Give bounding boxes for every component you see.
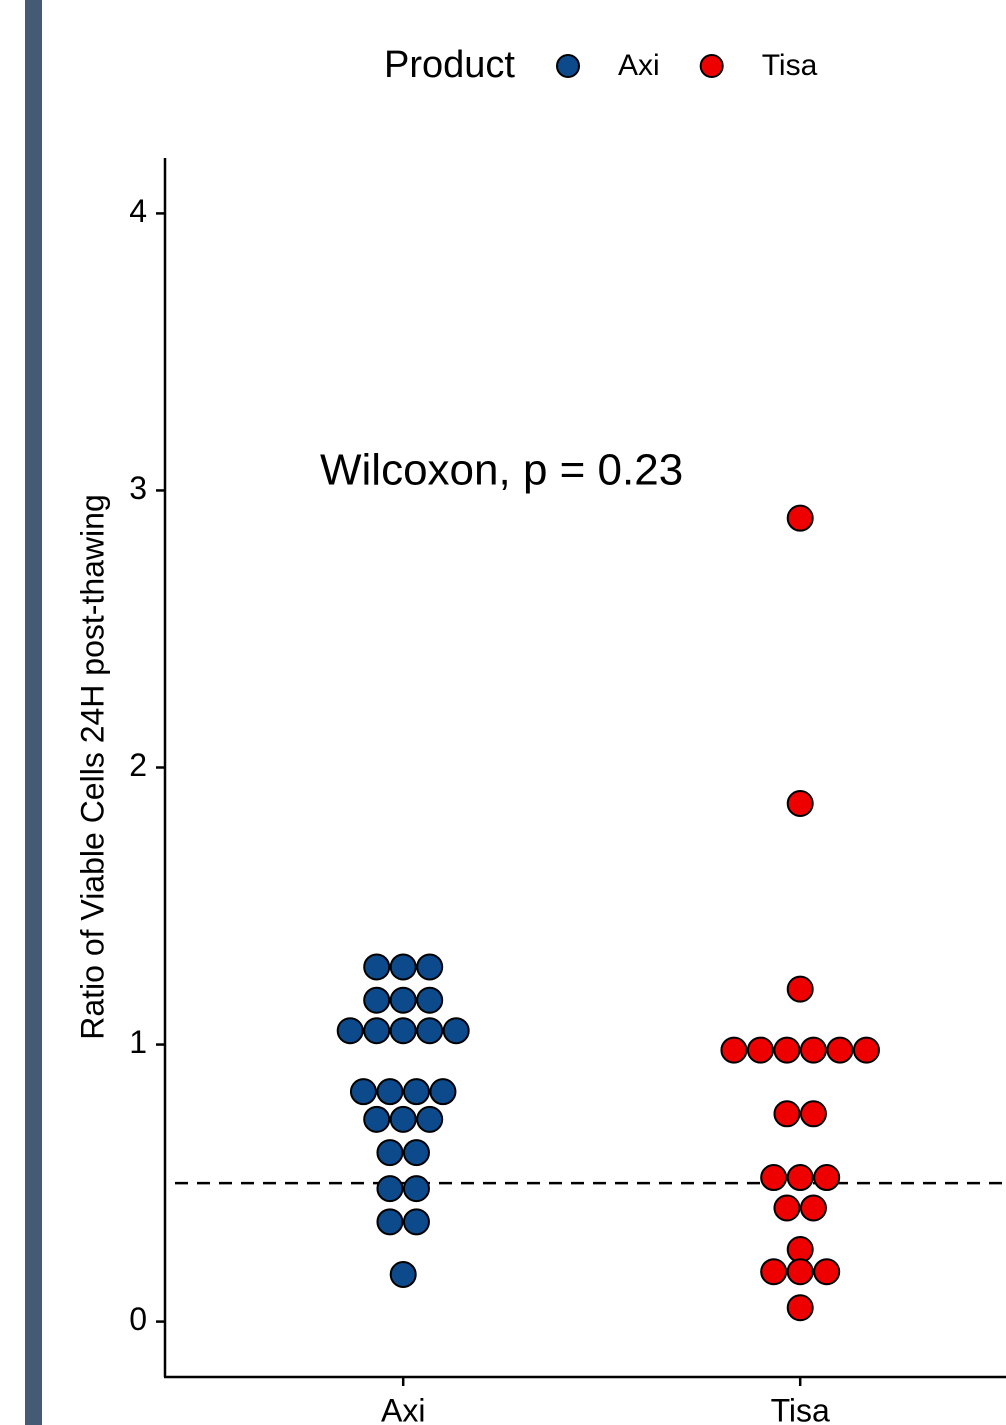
dot: [416, 953, 444, 981]
dot: [773, 1194, 801, 1222]
dot: [402, 1078, 430, 1106]
y-tick-label: 2: [129, 747, 147, 783]
dot: [363, 986, 391, 1014]
dot: [349, 1078, 377, 1106]
dot: [773, 1036, 801, 1064]
dot: [416, 986, 444, 1014]
dot: [786, 1164, 814, 1192]
legend-label: Tisa: [762, 49, 818, 82]
y-tick-label: 0: [129, 1301, 147, 1337]
dot: [786, 975, 814, 1003]
legend-marker: [699, 54, 724, 78]
dot: [720, 1036, 748, 1064]
dot: [799, 1036, 827, 1064]
dot: [760, 1164, 788, 1192]
dot: [363, 1105, 391, 1133]
dot: [786, 504, 814, 532]
dot: [429, 1078, 457, 1106]
dot: [389, 953, 417, 981]
legend-marker: [556, 54, 580, 78]
dot: [813, 1258, 841, 1286]
legend-title: Product: [384, 44, 515, 86]
dot: [799, 1194, 827, 1222]
dot: [746, 1036, 774, 1064]
y-axis-label: Ratio of Viable Cells 24H post-thawing: [74, 494, 110, 1039]
y-tick-label: 1: [129, 1024, 147, 1060]
dot: [336, 1017, 364, 1045]
dot: [826, 1036, 854, 1064]
side-bar: [25, 0, 42, 1425]
x-tick-label: Tisa: [771, 1392, 830, 1425]
y-tick-label: 3: [129, 470, 147, 506]
y-tick-label: 4: [129, 193, 147, 229]
dot: [786, 1294, 814, 1322]
dot: [416, 1017, 444, 1045]
dot: [389, 1017, 417, 1045]
dot: [376, 1208, 404, 1236]
annotation: Wilcoxon, p = 0.23: [320, 446, 683, 495]
dot: [389, 1105, 417, 1133]
dot: [376, 1078, 404, 1106]
legend-label: Axi: [618, 49, 660, 82]
dot: [416, 1105, 444, 1133]
dot: [442, 1017, 470, 1045]
dot: [376, 1175, 404, 1203]
dot: [389, 986, 417, 1014]
dot: [363, 953, 391, 981]
dot: [402, 1175, 430, 1203]
dot: [402, 1139, 430, 1167]
dot: [760, 1258, 788, 1286]
dot: [813, 1164, 841, 1192]
dot: [786, 790, 814, 818]
dot: [799, 1100, 827, 1128]
dot: [402, 1208, 430, 1236]
dot: [773, 1100, 801, 1128]
dot: [376, 1139, 404, 1167]
dot: [363, 1017, 391, 1045]
dot: [389, 1260, 417, 1288]
dot: [852, 1036, 880, 1064]
dot: [786, 1258, 814, 1286]
x-tick-label: Axi: [381, 1392, 425, 1425]
